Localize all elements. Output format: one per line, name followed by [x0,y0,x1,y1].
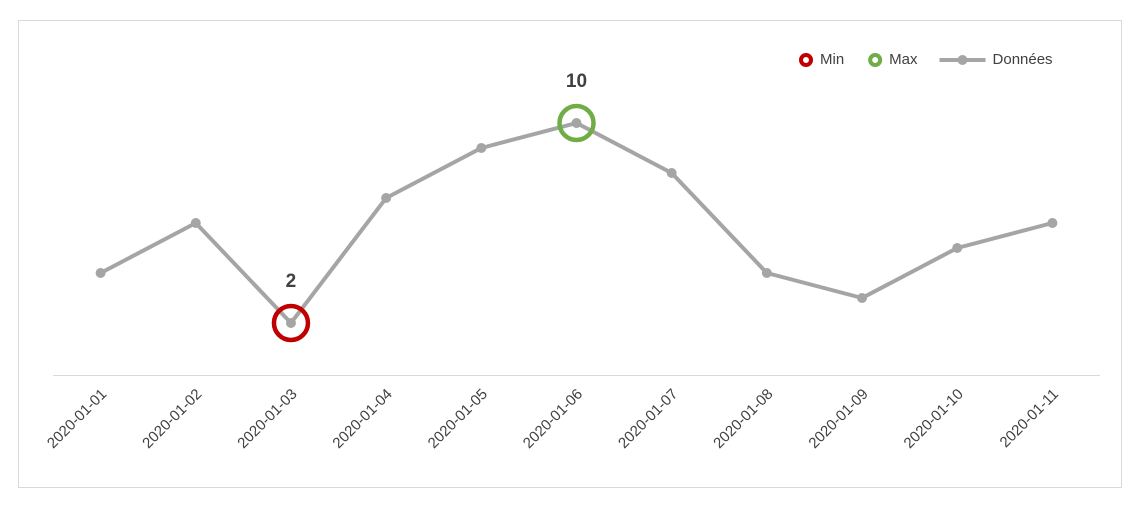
legend-ring [868,53,883,67]
data-point [857,293,868,303]
legend-label: Min [820,51,844,68]
data-label: 10 [566,71,587,92]
data-point [952,243,963,253]
data-point [666,168,677,178]
legend-ring [799,53,813,67]
data-point [476,143,487,153]
highlight-ring [557,103,596,143]
legend-label: Données [993,51,1053,68]
legend-dot [957,55,968,65]
legend-label: Max [889,51,918,68]
data-point [571,118,582,128]
data-point [761,268,772,278]
highlight-ring [271,303,311,343]
data-point [285,318,296,328]
data-point [381,193,392,203]
data-label: 2 [286,271,297,292]
chart-border [18,20,1122,488]
data-point [190,218,201,228]
data-point [1047,218,1058,228]
data-point [95,268,106,278]
